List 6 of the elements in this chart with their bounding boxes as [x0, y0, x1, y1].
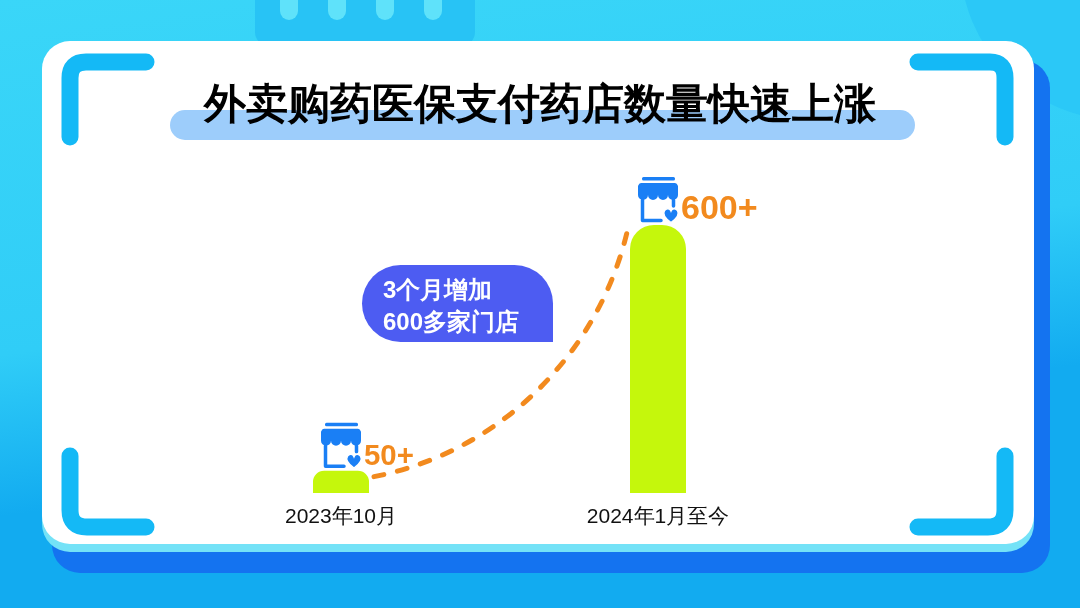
- data-label: 600+: [681, 188, 758, 226]
- x-tick-label: 2024年1月至今: [586, 504, 730, 527]
- x-tick-label: 2023年10月: [284, 504, 398, 527]
- chart-title: 外卖购药医保支付药店数量快速上涨: [203, 80, 877, 127]
- annotation: 3个月增加 600多家门店: [383, 276, 520, 335]
- data-label: 50+: [364, 437, 414, 471]
